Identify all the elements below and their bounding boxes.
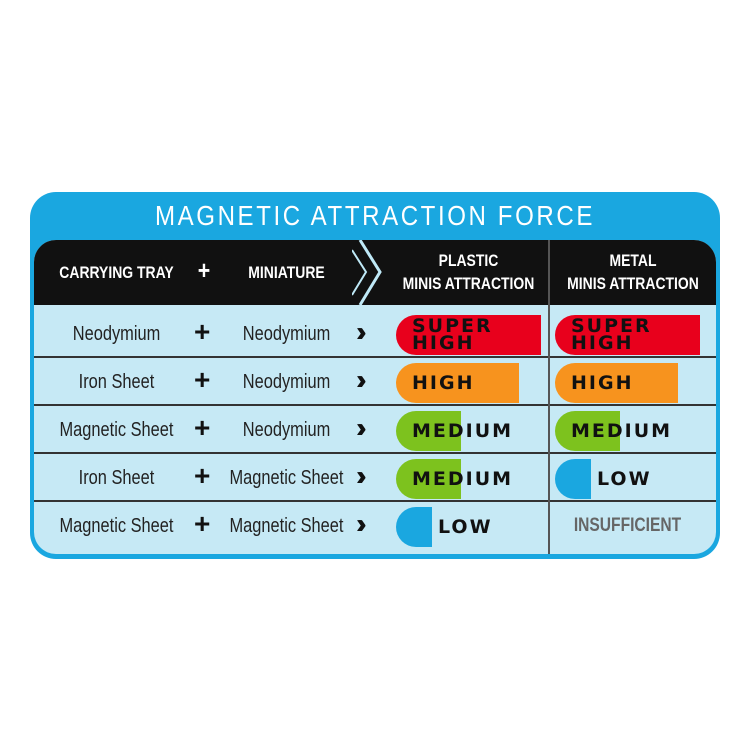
level-fill [396,363,519,403]
double-chevron-icon: ›› [356,412,366,443]
level-fill [396,411,461,451]
metal-cell: SUPER HIGH [555,310,705,358]
level-bar: MEDIUM [396,411,541,451]
tray-cell: Magnetic Sheet [59,419,174,441]
level-bar: SUPER HIGH [555,315,700,355]
tray-cell: Magnetic Sheet [59,515,174,537]
miniature-cell: Neodymium [242,419,331,441]
table-row: Magnetic Sheet + Magnetic Sheet ›› LOW I… [34,502,716,550]
metal-cell: MEDIUM [555,406,705,454]
header-metal: METAL MINIS ATTRACTION [567,251,699,293]
level-fill [396,507,432,547]
table-row: Magnetic Sheet + Neodymium ›› MEDIUM MED… [34,406,716,454]
table-row: Neodymium + Neodymium ›› SUPER HIGH SUPER… [34,310,716,358]
level-label: SUPER HIGH [571,315,652,354]
level-bar: LOW [555,459,700,499]
metal-cell: HIGH [555,358,705,406]
plastic-cell: LOW [396,502,546,550]
level-fill [555,363,678,403]
double-chevron-icon: ›› [356,508,366,539]
level-bar: LOW [396,507,541,547]
level-bar: HIGH [396,363,541,403]
table: CARRYING TRAY + MINIATURE PLASTIC MINIS … [34,240,716,554]
insufficient-label: INSUFFICIENT [573,515,682,536]
table-row: Iron Sheet + Magnetic Sheet ›› MEDIUM LO… [34,454,716,502]
header-carrying-tray: CARRYING TRAY [59,263,174,282]
header-miniature: MINIATURE [248,263,325,282]
level-bar: HIGH [555,363,700,403]
miniature-cell: Neodymium [242,323,331,345]
table-header: CARRYING TRAY + MINIATURE PLASTIC MINIS … [34,240,716,305]
tray-cell: Iron Sheet [78,467,155,489]
tray-cell: Iron Sheet [78,371,155,393]
chevron-divider-icon [352,240,382,305]
level-label: HIGH [571,371,634,394]
miniature-cell: Magnetic Sheet [229,515,344,537]
header-plastic: PLASTIC MINIS ATTRACTION [402,251,535,293]
miniature-cell: Neodymium [242,371,331,393]
double-chevron-icon: ›› [356,460,366,491]
level-fill [396,315,541,355]
level-bar: SUPER HIGH [396,315,541,355]
level-label: LOW [438,515,493,538]
plastic-cell: MEDIUM [396,406,546,454]
level-fill [555,411,620,451]
plastic-cell: MEDIUM [396,454,546,502]
header-plus: + [197,255,211,285]
level-label: MEDIUM [412,467,514,490]
plastic-cell: SUPER HIGH [396,310,546,358]
attraction-chart: MAGNETIC ATTRACTION FORCE CARRYING TRAY … [30,192,720,559]
plus-icon: + [194,316,211,347]
plus-icon: + [194,412,211,443]
tray-cell: Neodymium [72,323,161,345]
column-divider [548,240,550,554]
level-fill [396,459,461,499]
metal-cell: INSUFFICIENT [555,502,705,550]
level-label: MEDIUM [412,419,514,442]
miniature-cell: Magnetic Sheet [229,467,344,489]
level-label: SUPER HIGH [412,315,493,354]
metal-cell: LOW [555,454,705,502]
table-row: Iron Sheet + Neodymium ›› HIGH HIGH [34,358,716,406]
double-chevron-icon: ›› [356,316,366,347]
level-bar: MEDIUM [396,459,541,499]
level-fill [555,459,591,499]
plus-icon: + [194,460,211,491]
level-label: LOW [597,467,652,490]
plastic-cell: HIGH [396,358,546,406]
chart-title: MAGNETIC ATTRACTION FORCE [155,200,595,231]
plus-icon: + [194,508,211,539]
double-chevron-icon: ›› [356,364,366,395]
level-fill [555,315,700,355]
level-bar: MEDIUM [555,411,700,451]
plus-icon: + [194,364,211,395]
level-label: HIGH [412,371,475,394]
level-label: MEDIUM [571,419,673,442]
